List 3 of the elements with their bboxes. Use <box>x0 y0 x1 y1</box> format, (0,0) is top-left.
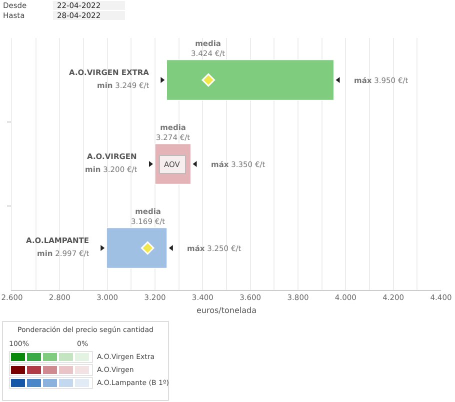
x-axis-title: euros/tonelada <box>196 306 257 316</box>
bar <box>106 228 168 268</box>
bar <box>166 60 334 100</box>
